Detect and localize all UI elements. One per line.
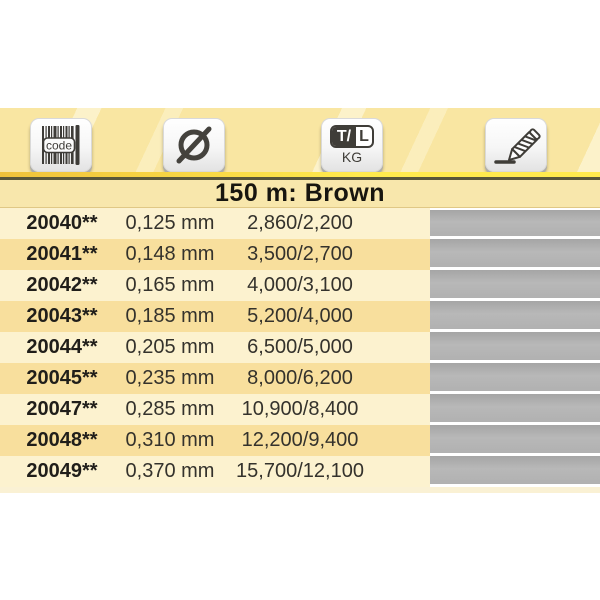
- yellow-divider: [0, 172, 600, 177]
- code-icon-label: code: [46, 139, 72, 153]
- table-row: 20040** 0,125 mm 2,860/2,200: [0, 208, 600, 239]
- test-load-value: 5,200/4,000: [247, 305, 353, 327]
- product-code: 20043**: [26, 305, 98, 327]
- diameter-value: 0,148 mm: [125, 243, 215, 265]
- dark-divider: [0, 177, 600, 180]
- product-code: 20049**: [26, 460, 98, 482]
- notes-cell: [430, 208, 600, 239]
- test-load-value: 10,900/8,400: [241, 398, 359, 420]
- notes-cell: [430, 394, 600, 425]
- diameter-value: 0,285 mm: [125, 398, 215, 420]
- tl-left-label: T/: [332, 127, 356, 146]
- diameter-icon: [176, 126, 212, 164]
- table-row: 20041** 0,148 mm 3,500/2,700: [0, 239, 600, 270]
- table-row: 20042** 0,165 mm 4,000/3,100: [0, 270, 600, 301]
- diameter-value: 0,165 mm: [125, 274, 215, 296]
- product-code: 20047**: [26, 398, 98, 420]
- code-column-button[interactable]: code: [30, 118, 92, 172]
- test-load-value: 3,500/2,700: [247, 243, 353, 265]
- test-load-value: 8,000/6,200: [247, 367, 353, 389]
- test-load-icon: T/ L: [330, 125, 374, 148]
- kg-unit-label: KG: [341, 149, 363, 165]
- test-load-value: 2,860/2,200: [247, 212, 353, 234]
- test-load-value: 6,500/5,000: [247, 336, 353, 358]
- notes-cell: [430, 332, 600, 363]
- table-row: 20047** 0,285 mm 10,900/8,400: [0, 394, 600, 425]
- section-title: 150 m: Brown: [215, 179, 385, 207]
- test-load-column-button[interactable]: T/ L KG: [321, 118, 383, 172]
- table-row: 20049** 0,370 mm 15,700/12,100: [0, 456, 600, 487]
- product-code: 20045**: [26, 367, 98, 389]
- product-code: 20044**: [26, 336, 98, 358]
- test-load-value: 4,000/3,100: [247, 274, 353, 296]
- table-body: 20040** 0,125 mm 2,860/2,200 20041** 0,1…: [0, 208, 600, 487]
- table-row: 20048** 0,310 mm 12,200/9,400: [0, 425, 600, 456]
- table-row: 20043** 0,185 mm 5,200/4,000: [0, 301, 600, 332]
- section-header: 150 m: Brown: [0, 179, 600, 208]
- table-bottom-edge: [0, 487, 600, 493]
- notes-cell: [430, 363, 600, 394]
- product-code: 20041**: [26, 243, 98, 265]
- diameter-column-button[interactable]: [163, 118, 225, 172]
- notes-cell: [430, 456, 600, 487]
- pencil-icon: [494, 128, 541, 164]
- diameter-value: 0,185 mm: [125, 305, 215, 327]
- diameter-value: 0,235 mm: [125, 367, 215, 389]
- table-row: 20044** 0,205 mm 6,500/5,000: [0, 332, 600, 363]
- diameter-value: 0,125 mm: [125, 212, 215, 234]
- barcode-icon: code: [42, 125, 80, 165]
- test-load-value: 12,200/9,400: [241, 429, 359, 451]
- column-header-band: code T/ L KG: [0, 108, 600, 172]
- diameter-value: 0,205 mm: [125, 336, 215, 358]
- diameter-value: 0,310 mm: [125, 429, 215, 451]
- notes-cell: [430, 270, 600, 301]
- notes-cell: [430, 239, 600, 270]
- test-load-value: 15,700/12,100: [236, 460, 364, 482]
- tl-right-label: L: [359, 127, 369, 145]
- notes-cell: [430, 301, 600, 332]
- table-row: 20045** 0,235 mm 8,000/6,200: [0, 363, 600, 394]
- product-code: 20048**: [26, 429, 98, 451]
- product-code: 20040**: [26, 212, 98, 234]
- diameter-value: 0,370 mm: [125, 460, 215, 482]
- edit-column-button[interactable]: [485, 118, 547, 172]
- product-code: 20042**: [26, 274, 98, 296]
- notes-cell: [430, 425, 600, 456]
